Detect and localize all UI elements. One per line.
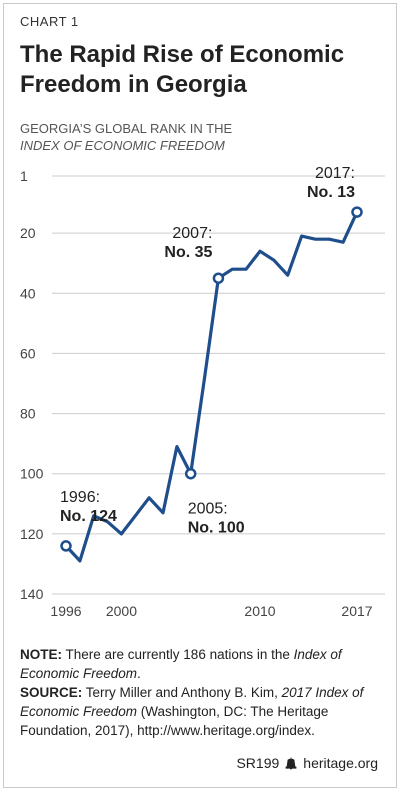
- y-tick-label-1: 1: [20, 168, 28, 184]
- subtitle-line-1: GEORGIA’S GLOBAL RANK IN THE: [20, 121, 233, 136]
- site-name: heritage.org: [303, 755, 378, 771]
- x-tick-label-2017: 2017: [341, 603, 372, 619]
- chart-subtitle: GEORGIA’S GLOBAL RANK IN THE INDEX OF EC…: [20, 120, 385, 154]
- callout-rank-1996: No. 124: [60, 508, 117, 525]
- footer: SR199 heritage.org: [236, 755, 378, 771]
- note-text-before: There are currently 186 nations in the: [62, 647, 294, 662]
- chart-frame: [3, 3, 397, 788]
- highlight-point-2005: [184, 467, 197, 480]
- liberty-bell-icon: [285, 757, 297, 769]
- callout-year-2017: 2017:: [315, 165, 355, 182]
- y-tick-label-140: 140: [20, 586, 44, 602]
- chart-number-label: CHART 1: [20, 14, 79, 29]
- subtitle-line-2: INDEX OF ECONOMIC FREEDOM: [20, 138, 225, 153]
- highlight-point-2007: [212, 272, 225, 284]
- callout-year-1996: 1996:: [60, 489, 100, 506]
- y-tick-label-120: 120: [20, 526, 44, 542]
- y-tick-label-60: 60: [20, 345, 36, 361]
- y-tick-label-80: 80: [20, 406, 36, 422]
- notes-block: NOTE: There are currently 186 nations in…: [20, 645, 380, 740]
- source-label: SOURCE:: [20, 685, 83, 700]
- note-line: NOTE: There are currently 186 nations in…: [20, 645, 380, 683]
- callout-year-2007: 2007:: [172, 225, 212, 242]
- note-label: NOTE:: [20, 647, 62, 662]
- source-italic: 2017 Index of Economic Freedom: [20, 685, 364, 719]
- chart-title: The Rapid Rise of Economic Freedom in Ge…: [20, 41, 345, 98]
- report-code: SR199: [236, 755, 280, 771]
- x-tick-label-2010: 2010: [244, 603, 275, 619]
- source-text-before: Terry Miller and Anthony B. Kim,: [82, 685, 282, 700]
- y-tick-label-40: 40: [20, 285, 36, 301]
- highlight-point-1996: [60, 540, 72, 552]
- series-line-0: [64, 210, 359, 563]
- callout-rank-2005: No. 100: [188, 520, 245, 537]
- highlight-point-2017: [351, 206, 363, 218]
- callout-rank-2007: No. 35: [164, 244, 212, 261]
- y-tick-label-100: 100: [20, 466, 44, 482]
- x-tick-label-1996: 1996: [50, 603, 81, 619]
- note-text-after: .: [137, 666, 141, 681]
- note-italic: Index of Economic Freedom: [20, 647, 342, 681]
- callout-rank-2017: No. 13: [307, 184, 355, 201]
- source-line: SOURCE: Terry Miller and Anthony B. Kim,…: [20, 683, 380, 740]
- y-tick-label-20: 20: [20, 225, 36, 241]
- callout-year-2005: 2005:: [188, 501, 228, 518]
- source-text-after: (Washington, DC: The Heritage Foundation…: [20, 704, 329, 738]
- x-tick-label-2000: 2000: [106, 603, 137, 619]
